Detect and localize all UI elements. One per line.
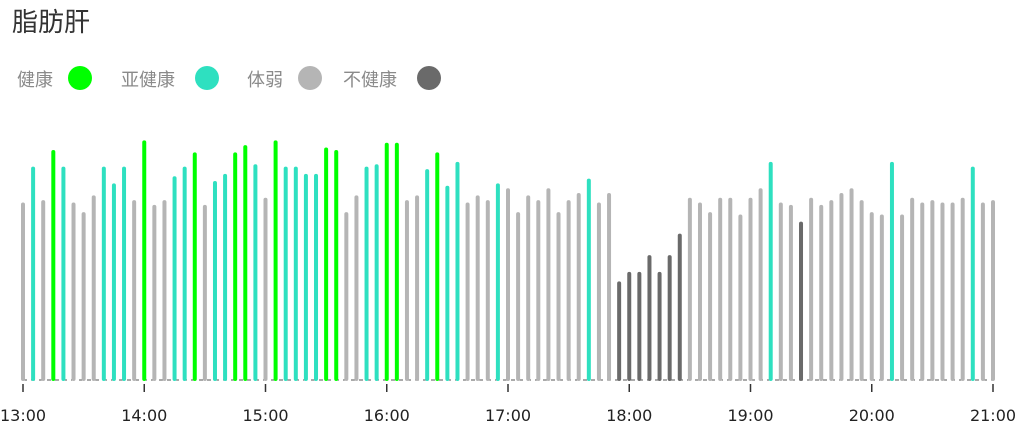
x-tick-label: 21:00 xyxy=(970,406,1015,423)
legend-label-weak: 体弱 xyxy=(247,70,283,91)
x-tick-label: 19:00 xyxy=(727,406,773,423)
x-tick-label: 16:00 xyxy=(364,406,410,423)
x-tick-label: 17:00 xyxy=(485,406,531,423)
legend-dot-healthy xyxy=(68,66,92,90)
x-tick-label: 18:00 xyxy=(606,406,652,423)
legend-label-unhealthy: 不健康 xyxy=(343,70,397,91)
legend: 健康 亚健康 体弱 不健康 xyxy=(0,63,600,93)
legend-label-healthy: 健康 xyxy=(17,70,53,91)
legend-dot-unhealthy xyxy=(417,66,441,90)
x-tick-label: 14:00 xyxy=(121,406,167,423)
x-tick-label: 15:00 xyxy=(242,406,288,423)
legend-label-subhealthy: 亚健康 xyxy=(121,70,175,91)
chart-title: 脂肪肝 xyxy=(12,8,91,38)
legend-dot-weak xyxy=(298,66,322,90)
legend-dot-subhealthy xyxy=(195,66,219,90)
x-tick-label: 20:00 xyxy=(849,406,895,423)
x-tick-label: 13:00 xyxy=(0,406,46,423)
